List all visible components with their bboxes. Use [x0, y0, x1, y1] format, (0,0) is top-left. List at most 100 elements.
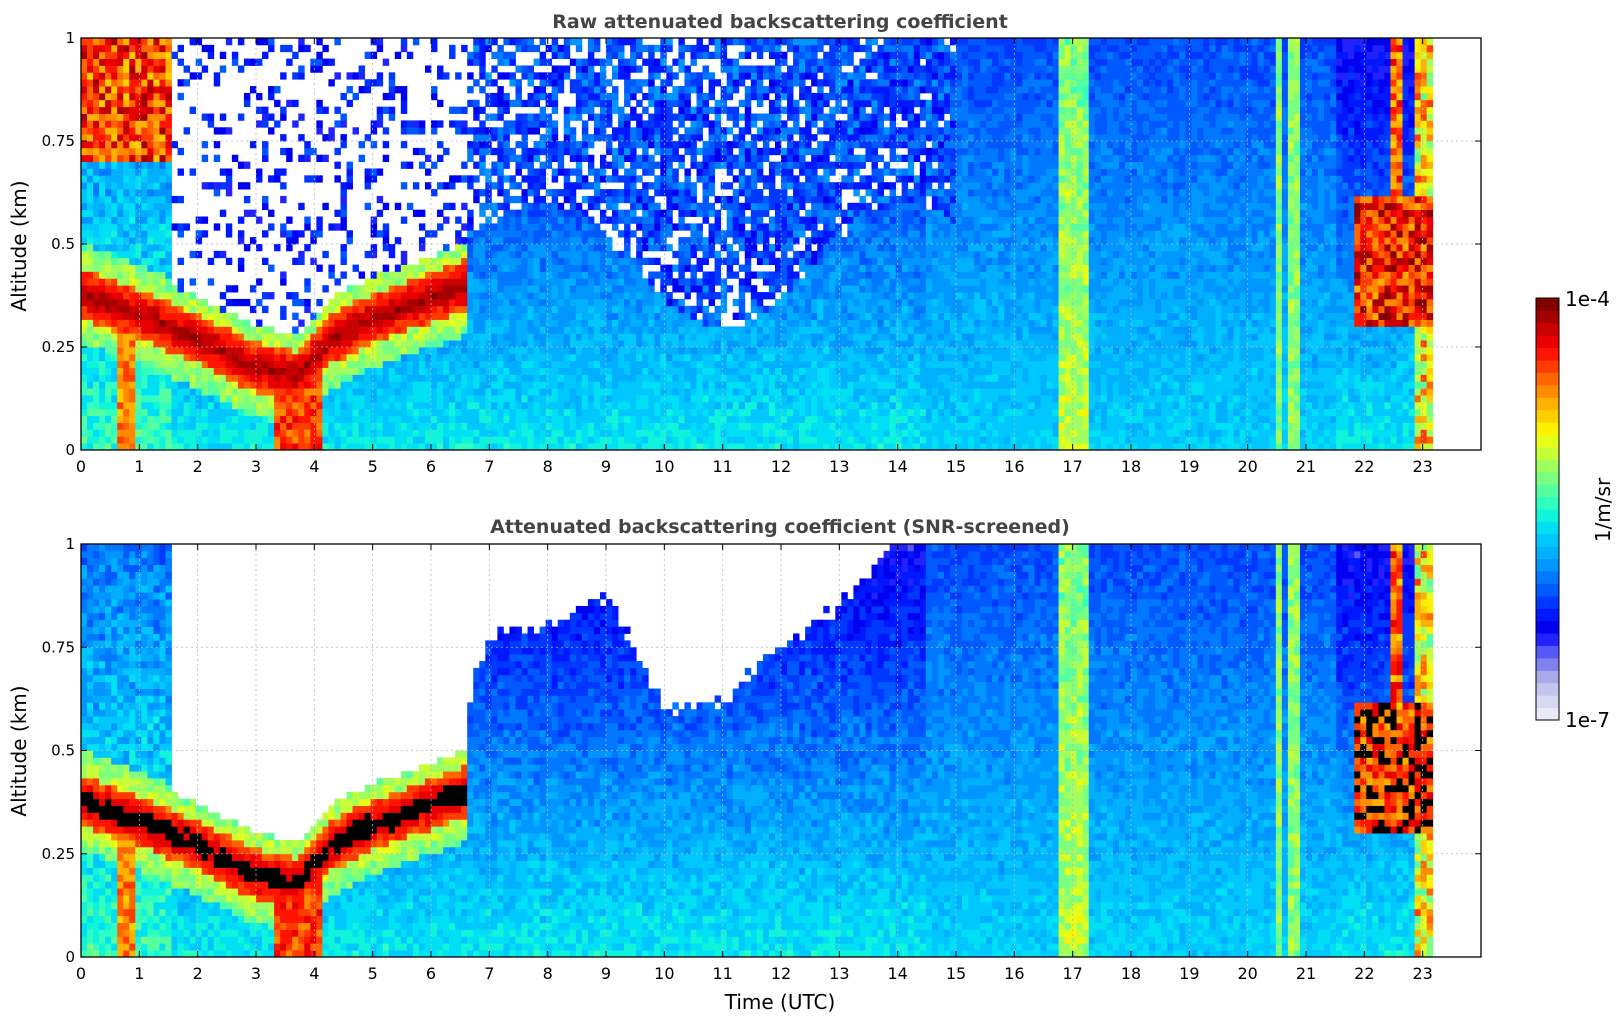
colorbar-swatch: [1536, 583, 1559, 597]
colorbar-swatch: [1536, 496, 1559, 510]
y-tick-label: 1: [65, 29, 75, 47]
x-tick-label: 11: [712, 457, 732, 476]
colorbar-swatch: [1536, 397, 1559, 411]
x-tick-label: 10: [654, 457, 674, 476]
y-tick-label: 0.25: [42, 338, 75, 356]
x-tick-label: 22: [1354, 457, 1374, 476]
x-tick-label: 5: [368, 964, 378, 983]
colorbar-swatch: [1536, 372, 1559, 386]
x-tick-label: 7: [484, 964, 494, 983]
colorbar-swatch: [1536, 509, 1559, 522]
y-tick-label: 0.5: [51, 235, 75, 253]
x-tick-label: 13: [829, 964, 849, 983]
colorbar-swatch: [1536, 657, 1559, 671]
x-tick-label: 1: [134, 964, 144, 983]
x-tick-label: 10: [654, 964, 674, 983]
x-tick-label: 6: [426, 457, 436, 476]
colorbar-swatch: [1536, 533, 1559, 547]
x-tick-label: 13: [829, 457, 849, 476]
colorbar-swatch: [1536, 484, 1559, 498]
colorbar-swatch: [1536, 471, 1559, 485]
colorbar-swatch: [1536, 595, 1559, 609]
x-tick-label: 14: [887, 964, 907, 983]
colorbar-max-label: 1e-4: [1565, 287, 1610, 311]
x-axis: 0 1 2 3 4 5 6 7 8 9 10 11 12 13 14 15 16 17 18 19 20 21 22 23: [76, 38, 1433, 476]
x-tick-label: 3: [251, 964, 261, 983]
x-tick-label: 21: [1296, 964, 1316, 983]
x-tick-label: 23: [1412, 964, 1432, 983]
colorbar-swatch: [1536, 695, 1559, 709]
y-tick-label: 0: [65, 948, 75, 966]
y-tick-label: 0.75: [42, 638, 75, 656]
grid-lines: [81, 544, 1481, 957]
colorbar-swatch: [1536, 546, 1559, 560]
x-tick-label: 14: [887, 457, 907, 476]
colorbar-swatch: [1536, 446, 1559, 460]
colorbar-swatch: [1536, 298, 1559, 311]
x-tick-label: 3: [251, 457, 261, 476]
colorbar-swatch: [1536, 571, 1559, 584]
x-tick-label: 9: [601, 457, 611, 476]
x-tick-label: 0: [76, 457, 86, 476]
x-tick-label: 2: [193, 964, 203, 983]
colorbar-swatch: [1536, 620, 1559, 634]
panel-screened: Attenuated backscattering coefficient (S…: [7, 516, 1482, 1014]
x-tick-label: 15: [946, 457, 966, 476]
x-tick-label: 1: [134, 457, 144, 476]
x-tick-label: 9: [601, 964, 611, 983]
y-tick-label: 0: [65, 441, 75, 459]
x-tick-label: 4: [309, 457, 319, 476]
x-tick-label: 18: [1121, 457, 1141, 476]
x-axis: 0 1 2 3 4 5 6 7 8 9 10 11 12 13 14 15 16 17 18 19 20 21 22 23: [76, 544, 1433, 983]
panel-raw: Raw attenuated backscattering coefficien…: [7, 11, 1482, 476]
y-axis-label: Altitude (km): [7, 685, 31, 816]
x-tick-label: 19: [1179, 964, 1199, 983]
x-tick-label: 6: [426, 964, 436, 983]
colorbar-swatch: [1536, 459, 1559, 473]
heatmap-raw: [81, 38, 1434, 450]
x-tick-label: 15: [946, 964, 966, 983]
colorbar-frame: [1535, 297, 1560, 721]
colorbar-swatch: [1536, 645, 1559, 659]
colorbar-swatch: [1536, 608, 1559, 622]
colorbar-swatch: [1536, 422, 1559, 436]
x-tick-label: 16: [1004, 457, 1024, 476]
x-tick-label: 11: [712, 964, 732, 983]
colorbar-swatch: [1536, 347, 1559, 361]
colorbar-swatch: [1536, 682, 1559, 696]
colorbar-swatch: [1536, 521, 1559, 535]
x-tick-label: 4: [309, 964, 319, 983]
colorbar-swatch: [1536, 670, 1559, 684]
y-tick-label: 0.75: [42, 132, 75, 150]
x-tick-label: 8: [543, 457, 553, 476]
y-tick-label: 0.5: [51, 742, 75, 760]
x-tick-label: 8: [543, 964, 553, 983]
x-tick-label: 20: [1237, 964, 1257, 983]
y-axis: 0 0.25 0.5 0.75 1: [42, 535, 1481, 966]
colorbar-swatch: [1536, 409, 1559, 423]
y-tick-label: 1: [65, 535, 75, 553]
colorbar: 1e-4 1e-7 1/m/sr: [1535, 287, 1615, 732]
x-tick-label: 16: [1004, 964, 1024, 983]
x-tick-label: 19: [1179, 457, 1199, 476]
x-tick-label: 5: [368, 457, 378, 476]
colorbar-swatch: [1536, 633, 1559, 647]
x-tick-label: 20: [1237, 457, 1257, 476]
x-tick-label: 21: [1296, 457, 1316, 476]
colorbar-swatch: [1536, 360, 1559, 373]
x-tick-label: 18: [1121, 964, 1141, 983]
colorbar-swatch: [1536, 707, 1559, 721]
colorbar-min-label: 1e-7: [1565, 708, 1610, 732]
colorbar-swatch: [1536, 310, 1559, 324]
y-axis-label: Altitude (km): [7, 180, 31, 311]
panel-title: Raw attenuated backscattering coefficien…: [552, 11, 1008, 33]
grid-lines: [81, 38, 1481, 450]
x-tick-label: 12: [771, 964, 791, 983]
x-axis-label: Time (UTC): [724, 990, 836, 1014]
x-tick-label: 22: [1354, 964, 1374, 983]
colorbar-swatch: [1536, 335, 1559, 349]
colorbar-swatch: [1536, 384, 1559, 398]
colorbar-scale: [1536, 298, 1559, 721]
x-tick-label: 17: [1062, 457, 1082, 476]
